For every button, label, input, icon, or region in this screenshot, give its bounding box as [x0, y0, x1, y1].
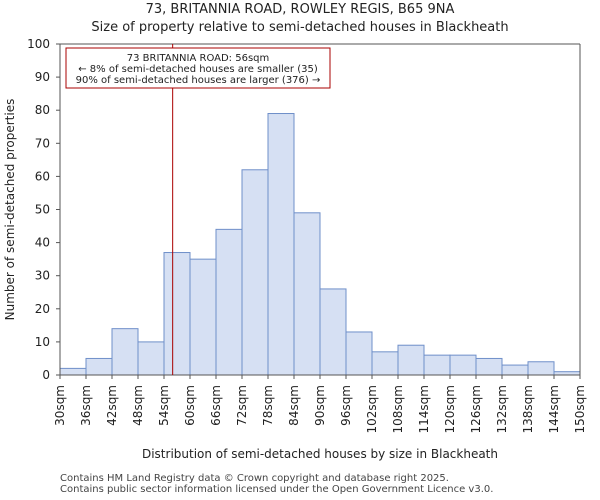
chart-subtitle: Size of property relative to semi-detach… [91, 20, 509, 35]
x-tick-label: 48sqm [131, 385, 145, 426]
x-tick-label: 138sqm [521, 385, 535, 433]
y-tick-label: 10 [35, 335, 50, 349]
histogram-bar [371, 351, 399, 376]
histogram-chart: 0 10 20 30 40 50 60 70 80 90 100 30sqm 36sqm 42sqm 48… [3, 37, 587, 461]
histogram-bar [215, 228, 243, 376]
histogram-bar [241, 169, 269, 376]
y-tick-label: 60 [35, 169, 50, 183]
histogram-bar [137, 341, 165, 376]
y-tick-label: 90 [35, 70, 50, 84]
histogram-bar [475, 357, 503, 376]
histogram-bar [59, 367, 87, 376]
annotation-smaller: ← 8% of semi-detached houses are smaller… [78, 64, 318, 75]
histogram-bar [189, 258, 217, 376]
histogram-bar [319, 288, 347, 376]
chart-title: 73, BRITANNIA ROAD, ROWLEY REGIS, B65 9N… [145, 2, 455, 17]
x-tick-label: 72sqm [235, 385, 249, 426]
histogram-bar [527, 361, 555, 376]
histogram-bar [85, 357, 113, 376]
x-tick-label: 66sqm [209, 385, 223, 426]
y-axis-label: Number of semi-detached properties [3, 99, 17, 321]
x-tick-label: 114sqm [417, 385, 431, 433]
y-tick-label: 80 [35, 103, 50, 117]
histogram-bar [345, 331, 373, 376]
x-axis-label: Distribution of semi-detached houses by … [142, 447, 498, 461]
x-tick-label: 78sqm [261, 385, 275, 426]
annotation-box: 73 BRITANNIA ROAD: 56sqm ← 8% of semi-de… [65, 47, 331, 89]
x-tick-label: 36sqm [79, 385, 93, 426]
x-tick-label: 30sqm [53, 385, 67, 426]
y-tick-label: 50 [35, 203, 50, 217]
footer-copyright: Contains HM Land Registry data © Crown c… [60, 473, 449, 484]
histogram-bar [111, 328, 139, 376]
x-tick-label: 102sqm [365, 385, 379, 433]
x-tick-label: 54sqm [157, 385, 171, 426]
x-tick-label: 96sqm [339, 385, 353, 426]
x-tick-label: 126sqm [469, 385, 483, 433]
histogram-bar [449, 354, 477, 376]
footer-licence: Contains public sector information licen… [60, 484, 494, 495]
histogram-bar [423, 354, 451, 376]
histogram-bar [397, 344, 425, 376]
x-tick-label: 60sqm [183, 385, 197, 426]
histogram-bar [293, 212, 321, 376]
y-tick-label: 20 [35, 302, 50, 316]
x-tick-label: 144sqm [547, 385, 561, 433]
histogram-bar [267, 113, 295, 376]
x-tick-label: 150sqm [573, 385, 587, 433]
y-tick-label: 0 [42, 368, 50, 382]
x-tick-label: 132sqm [495, 385, 509, 433]
annotation-larger: 90% of semi-detached houses are larger (… [76, 75, 321, 86]
y-tick-label: 30 [35, 269, 50, 283]
x-tick-label: 84sqm [287, 385, 301, 426]
histogram-bar [501, 364, 529, 376]
x-tick-label: 120sqm [443, 385, 457, 433]
x-tick-label: 90sqm [313, 385, 327, 426]
annotation-title: 73 BRITANNIA ROAD: 56sqm [127, 53, 270, 64]
x-tick-label: 108sqm [391, 385, 405, 433]
x-tick-label: 42sqm [105, 385, 119, 426]
y-tick-label: 40 [35, 236, 50, 250]
y-tick-label: 100 [27, 37, 50, 51]
y-tick-label: 70 [35, 136, 50, 150]
histogram-bar [163, 252, 191, 376]
